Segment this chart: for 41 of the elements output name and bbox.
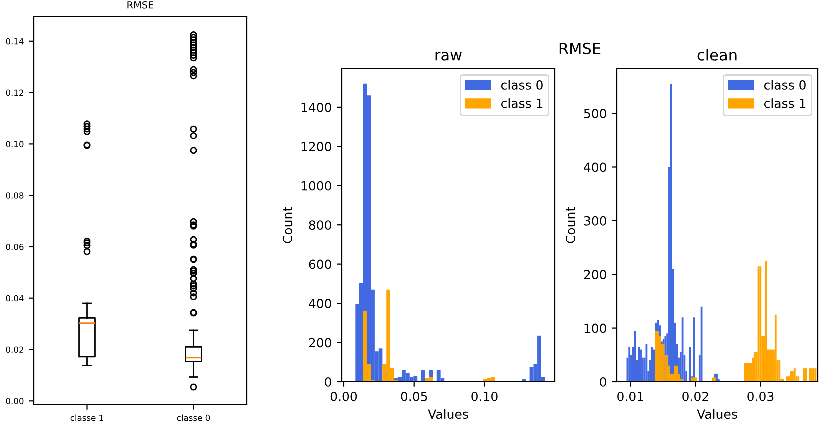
y-tick-label: 500 — [584, 109, 606, 118]
x-tick-label: 0.10 — [472, 392, 498, 402]
y-tick-label: 0 — [325, 377, 332, 387]
y-tick-label: 0.08 — [6, 192, 24, 199]
y-tick-label: 200 — [309, 338, 332, 348]
y-tick-label: 0.14 — [6, 38, 24, 45]
x-axis-title: Values — [697, 409, 738, 420]
y-tick-label: 1000 — [302, 181, 332, 191]
y-tick-label: 300 — [584, 216, 606, 226]
y-tick-label: 100 — [584, 324, 606, 334]
legend-label: class 0 — [764, 80, 806, 90]
y-tick-label: 1400 — [302, 102, 332, 112]
x-tick-label: 0.05 — [401, 392, 428, 402]
x-tick-label: classe 1 — [70, 414, 104, 422]
x-tick-label: 0.00 — [330, 392, 358, 402]
y-axis-title: Count — [283, 207, 292, 244]
y-tick-label: 0.10 — [6, 141, 24, 148]
y-tick-label: 0.02 — [6, 346, 24, 354]
x-tick-label: 0.01 — [618, 392, 644, 402]
y-tick-label: 400 — [584, 162, 606, 172]
legend-label: class 1 — [764, 98, 806, 108]
y-axis-title: Count — [566, 207, 576, 244]
y-tick-label: 800 — [309, 220, 332, 230]
x-tick-label: 0.03 — [748, 392, 774, 402]
x-axis-title: Values — [428, 409, 468, 420]
y-tick-label: 200 — [584, 270, 606, 280]
y-tick-label: 0.12 — [6, 90, 24, 96]
x-tick-label: 0.02 — [682, 392, 708, 402]
y-tick-label: 0.04 — [6, 295, 24, 302]
chart-title: clean — [698, 49, 737, 61]
legend-label: class 0 — [501, 80, 543, 90]
chart-title: raw — [436, 52, 462, 61]
y-tick-label: 1200 — [302, 142, 332, 152]
y-tick-label: 400 — [309, 299, 332, 308]
y-tick-label: 0 — [600, 377, 606, 387]
y-tick-label: 600 — [309, 260, 332, 270]
y-tick-label: 0.06 — [6, 244, 24, 250]
chart-title: RMSE — [128, 1, 154, 9]
x-tick-label: classe 0 — [177, 414, 210, 422]
legend-label: class 1 — [501, 98, 543, 108]
text: RMSE — [560, 42, 601, 54]
